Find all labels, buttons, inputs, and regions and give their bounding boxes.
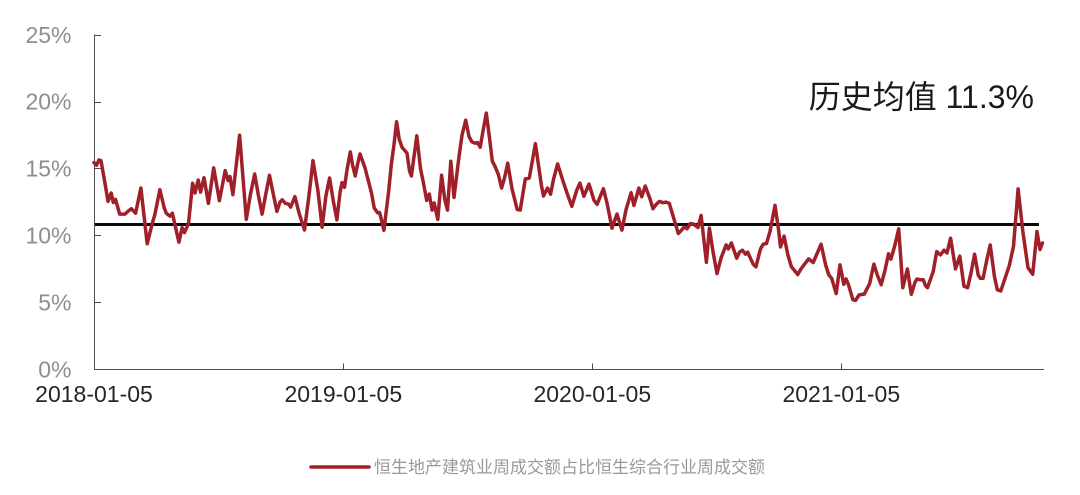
svg-text:2019-01-05: 2019-01-05 [284, 381, 402, 407]
svg-text:2018-01-05: 2018-01-05 [35, 381, 153, 407]
svg-text:恒生地产建筑业周成交额占比恒生综合行业周成交额: 恒生地产建筑业周成交额占比恒生综合行业周成交额 [374, 458, 765, 477]
svg-text:历史均值 11.3%: 历史均值 11.3% [809, 79, 1034, 115]
svg-text:20%: 20% [25, 89, 71, 115]
svg-text:25%: 25% [25, 22, 71, 48]
svg-text:2021-01-05: 2021-01-05 [782, 381, 900, 407]
svg-text:2020-01-05: 2020-01-05 [533, 381, 651, 407]
svg-text:10%: 10% [25, 223, 71, 249]
svg-text:15%: 15% [25, 156, 71, 182]
svg-text:0%: 0% [38, 356, 71, 382]
svg-text:5%: 5% [38, 289, 71, 315]
